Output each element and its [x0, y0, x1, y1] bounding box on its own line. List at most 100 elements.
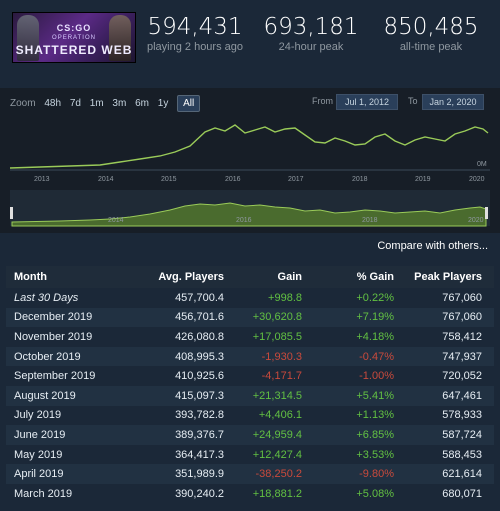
to-label: To — [408, 96, 418, 106]
x-tick-label: 2013 — [34, 176, 50, 183]
peak-players-cell: 680,071 — [442, 487, 482, 500]
month-cell: May 2019 — [14, 448, 63, 461]
avg-players-cell: 415,097.3 — [175, 389, 224, 402]
avg-players-cell: 351,989.9 — [175, 468, 224, 481]
month-cell: Last 30 Days — [14, 291, 79, 304]
game-logo: CS:GO — [56, 23, 92, 33]
column-header-peak-players[interactable]: Peak Players — [414, 271, 482, 283]
avg-players-cell: 456,701.6 — [175, 311, 224, 324]
zoom-1y-button[interactable]: 1y — [157, 98, 169, 109]
month-cell: March 2019 — [14, 487, 73, 500]
gain-cell: +998.8 — [268, 291, 302, 304]
table-row: March 2019 390,240.2 +18,881.2 +5.08% 68… — [6, 483, 494, 504]
daily-peak-stat: 693,181 24-hour peak — [258, 14, 364, 54]
pct-gain-cell: +5.08% — [356, 487, 394, 500]
gain-cell: -1,930.3 — [261, 350, 302, 363]
pct-gain-cell: -0.47% — [359, 350, 394, 363]
column-header-pct-gain[interactable]: % Gain — [356, 271, 394, 283]
navigator-area — [11, 202, 487, 227]
banner-character-right — [109, 15, 131, 61]
y-zero-label: 0M — [477, 161, 487, 168]
navigator-tick-label: 2020 — [468, 217, 484, 224]
stat-value: 594,431 — [147, 14, 243, 40]
avg-players-cell: 426,080.8 — [175, 330, 224, 343]
peak-players-cell: 587,724 — [442, 428, 482, 441]
avg-players-cell: 364,417.3 — [175, 448, 224, 461]
avg-players-cell: 390,240.2 — [175, 487, 224, 500]
month-cell: June 2019 — [14, 428, 66, 441]
column-header-avg-players[interactable]: Avg. Players — [158, 271, 224, 283]
game-banner[interactable]: CS:GO OPERATION SHATTERED WEB — [12, 12, 136, 63]
peak-players-cell: 767,060 — [442, 311, 482, 324]
zoom-48h-button[interactable]: 48h — [44, 98, 62, 109]
x-tick-label: 2018 — [352, 176, 368, 183]
table-row: June 2019 389,376.7 +24,959.4 +6.85% 587… — [6, 425, 494, 445]
gain-cell: +21,314.5 — [252, 389, 302, 402]
from-label: From — [312, 96, 333, 106]
all-time-peak-stat: 850,485 all-time peak — [372, 14, 490, 54]
pct-gain-cell: +4.18% — [356, 330, 394, 343]
banner-subtitle: OPERATION — [52, 35, 96, 41]
gain-cell: +24,959.4 — [252, 428, 302, 441]
table-row: September 2019 410,925.6 -4,171.7 -1.00%… — [6, 366, 494, 386]
main-plot: 0M 2013 2014 2015 2016 2017 2018 2019 20… — [9, 124, 490, 183]
compare-link[interactable]: Compare with others... — [377, 240, 488, 252]
pct-gain-cell: -9.80% — [359, 468, 394, 481]
current-players-stat: 594,431 playing 2 hours ago — [140, 14, 250, 54]
banner-character-left — [17, 15, 39, 61]
table-row: July 2019 393,782.8 +4,406.1 +1.13% 578,… — [6, 405, 494, 426]
gain-cell: +18,881.2 — [252, 487, 302, 500]
month-cell: November 2019 — [14, 330, 93, 343]
column-header-gain[interactable]: Gain — [277, 271, 302, 283]
zoom-6m-button[interactable]: 6m — [135, 98, 149, 109]
range-navigator[interactable]: 2014 2016 2018 2020 — [10, 190, 490, 227]
navigator-tick-label: 2014 — [108, 217, 124, 224]
to-date-input[interactable]: Jan 2, 2020 — [422, 94, 484, 110]
gain-cell: +4,406.1 — [258, 409, 302, 422]
from-date-input[interactable]: Jul 1, 2012 — [336, 94, 398, 110]
month-cell: October 2019 — [14, 350, 81, 363]
pct-gain-cell: +1.13% — [356, 409, 394, 422]
column-header-month[interactable]: Month — [14, 271, 47, 283]
x-tick-label: 2016 — [225, 176, 241, 183]
month-cell: July 2019 — [14, 409, 62, 422]
month-cell: August 2019 — [14, 389, 76, 402]
navigator-tick-label: 2016 — [236, 217, 252, 224]
table-row: December 2019 456,701.6 +30,620.8 +7.19%… — [6, 307, 494, 328]
zoom-3m-button[interactable]: 3m — [112, 98, 127, 109]
peak-players-cell: 647,461 — [442, 389, 482, 402]
gain-cell: +17,085.5 — [252, 330, 302, 343]
x-tick-label: 2020 — [469, 176, 485, 183]
x-tick-label: 2015 — [161, 176, 177, 183]
table-body: Last 30 Days 457,700.4 +998.8 +0.22% 767… — [6, 288, 494, 504]
avg-players-cell: 457,700.4 — [175, 291, 224, 304]
zoom-7d-button[interactable]: 7d — [69, 98, 81, 109]
monthly-stats-table: Month Avg. Players Gain % Gain Peak Play… — [6, 266, 494, 504]
table-row: Last 30 Days 457,700.4 +998.8 +0.22% 767… — [6, 288, 494, 308]
player-count-line — [9, 124, 489, 169]
zoom-1m-button[interactable]: 1m — [89, 98, 104, 109]
header: CS:GO OPERATION SHATTERED WEB 594,431 pl… — [0, 0, 500, 70]
stat-label: all-time peak — [399, 41, 463, 53]
navigator-tick-label: 2018 — [362, 217, 378, 224]
gain-cell: -4,171.7 — [261, 370, 302, 383]
avg-players-cell: 408,995.3 — [175, 350, 224, 363]
x-tick-label: 2019 — [415, 176, 431, 183]
banner-title: SHATTERED WEB — [15, 43, 133, 57]
month-cell: September 2019 — [14, 370, 96, 383]
month-cell: April 2019 — [14, 468, 64, 481]
table-row: April 2019 351,989.9 -38,250.2 -9.80% 62… — [6, 464, 494, 484]
table-row: May 2019 364,417.3 +12,427.4 +3.53% 588,… — [6, 444, 494, 465]
table-row: October 2019 408,995.3 -1,930.3 -0.47% 7… — [6, 346, 494, 367]
peak-players-cell: 758,412 — [442, 330, 482, 343]
navigator-left-handle[interactable] — [10, 207, 13, 219]
x-tick-label: 2017 — [288, 176, 304, 183]
navigator-right-handle[interactable] — [485, 207, 488, 219]
pct-gain-cell: -1.00% — [359, 370, 394, 383]
zoom-all-button[interactable]: All — [177, 95, 201, 112]
table-row: November 2019 426,080.8 +17,085.5 +4.18%… — [6, 327, 494, 347]
pct-gain-cell: +7.19% — [356, 311, 394, 324]
avg-players-cell: 389,376.7 — [175, 428, 224, 441]
peak-players-cell: 747,937 — [442, 350, 482, 363]
gain-cell: -38,250.2 — [255, 468, 302, 481]
